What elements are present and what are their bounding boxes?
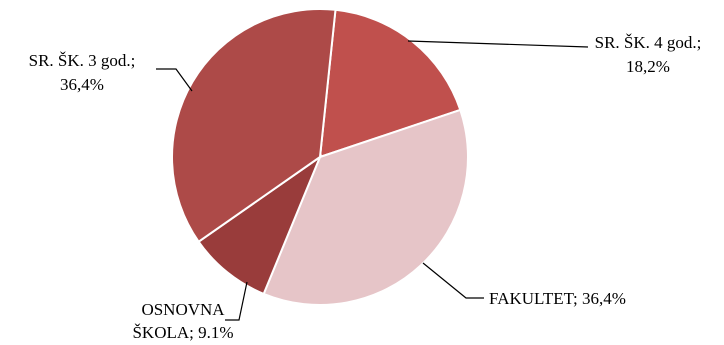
slice-label-fakultet: FAKULTET; 36,4% <box>489 289 626 308</box>
slice-label-sr-sk-3-line2: 36,4% <box>60 75 104 94</box>
label-group-sr-sk-4: SR. ŠK. 4 god.; 18,2% <box>407 33 702 76</box>
label-group-fakultet: FAKULTET; 36,4% <box>422 262 626 308</box>
label-group-sr-sk-3: SR. ŠK. 3 god.; 36,4% <box>29 51 193 94</box>
leader-line-sr-sk-4 <box>407 40 589 48</box>
pie-slices <box>170 8 469 306</box>
slice-label-sr-sk-3-line1: SR. ŠK. 3 god.; <box>29 51 136 70</box>
leader-line-osnovna-skola <box>225 281 248 321</box>
slice-label-sr-sk-4-line1: SR. ŠK. 4 god.; <box>595 33 702 52</box>
slice-label-osnovna-skola-line2: ŠKOLA; 9.1% <box>132 323 233 342</box>
slice-label-sr-sk-4-line2: 18,2% <box>626 57 670 76</box>
pie-slice-sr-sk-3-god <box>170 8 337 244</box>
leader-line-sr-sk-3 <box>156 68 193 92</box>
pie-slice-osnovna-skola <box>197 154 323 296</box>
label-group-osnovna-skola: OSNOVNA ŠKOLA; 9.1% <box>132 281 248 342</box>
slice-label-osnovna-skola-line1: OSNOVNA <box>141 300 225 319</box>
leader-line-fakultet <box>422 262 484 299</box>
pie-slice-fakultet <box>262 108 469 306</box>
